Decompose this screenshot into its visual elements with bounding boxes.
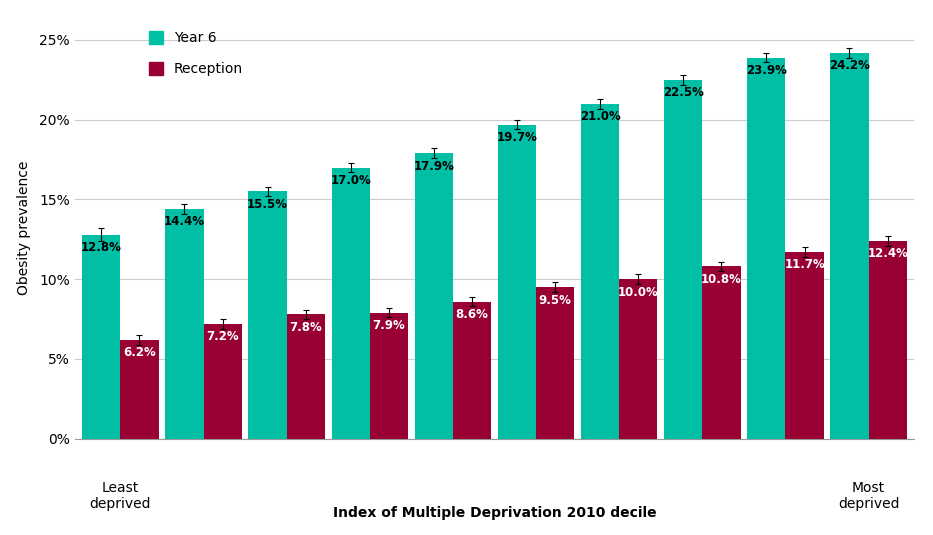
Text: 19.7%: 19.7%: [496, 131, 537, 144]
Y-axis label: Obesity prevalence: Obesity prevalence: [17, 160, 31, 295]
Bar: [331, 167, 369, 439]
Text: 9.5%: 9.5%: [538, 294, 572, 307]
Text: 12.4%: 12.4%: [868, 247, 908, 261]
Legend: Year 6, Reception: Year 6, Reception: [148, 32, 243, 76]
Text: 7.9%: 7.9%: [372, 319, 405, 332]
Text: 14.4%: 14.4%: [164, 216, 205, 228]
Bar: [869, 241, 907, 439]
Bar: [830, 53, 869, 439]
Text: 10.0%: 10.0%: [618, 286, 659, 299]
Bar: [414, 153, 453, 439]
Text: 7.2%: 7.2%: [206, 330, 239, 343]
Bar: [664, 80, 703, 439]
Bar: [747, 58, 786, 439]
Text: 8.6%: 8.6%: [455, 308, 489, 321]
Bar: [536, 287, 575, 439]
Text: 17.9%: 17.9%: [413, 159, 454, 173]
Text: 6.2%: 6.2%: [123, 346, 156, 359]
Text: 23.9%: 23.9%: [745, 64, 787, 77]
Bar: [581, 104, 620, 439]
Text: 22.5%: 22.5%: [662, 86, 703, 99]
Bar: [248, 192, 286, 439]
Bar: [786, 252, 824, 439]
Bar: [703, 266, 741, 439]
Bar: [453, 302, 491, 439]
Text: 11.7%: 11.7%: [785, 258, 825, 271]
Text: 24.2%: 24.2%: [829, 59, 870, 72]
Text: 12.8%: 12.8%: [81, 241, 121, 254]
Text: Index of Multiple Deprivation 2010 decile: Index of Multiple Deprivation 2010 decil…: [333, 506, 656, 521]
Bar: [498, 125, 536, 439]
Text: 21.0%: 21.0%: [579, 110, 620, 123]
Bar: [120, 340, 159, 439]
Text: Least
deprived: Least deprived: [90, 481, 151, 511]
Text: 7.8%: 7.8%: [289, 320, 322, 334]
Bar: [369, 312, 408, 439]
Bar: [620, 279, 658, 439]
Bar: [82, 234, 120, 439]
Bar: [165, 209, 203, 439]
Bar: [286, 314, 325, 439]
Text: Most
deprived: Most deprived: [838, 481, 899, 511]
Text: 17.0%: 17.0%: [330, 174, 371, 187]
Text: 15.5%: 15.5%: [247, 198, 288, 211]
Bar: [203, 324, 242, 439]
Text: 10.8%: 10.8%: [701, 273, 742, 286]
